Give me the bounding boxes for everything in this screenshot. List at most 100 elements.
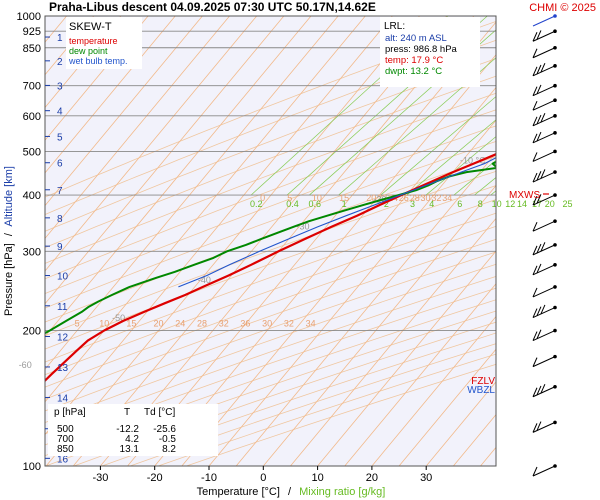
isotherm-row-label: 15 [126, 319, 136, 329]
pressure-tick-label: 700 [23, 81, 41, 93]
dewpoint-line [45, 160, 496, 335]
mixing-ratio-label: 0.2 [250, 199, 263, 209]
dry-adiabat [45, 58, 496, 232]
isotherm-row-label: 32 [284, 319, 294, 329]
wind-barb [532, 304, 557, 318]
legend-title: SKEW-T [69, 21, 112, 33]
isotherm [72, 16, 448, 466]
wind-barb-flag [536, 263, 542, 274]
dry-adiabat [45, 170, 496, 337]
isotherm-label: -30 [297, 222, 310, 232]
table-cell: -25.6 [153, 424, 176, 435]
wind-barb-flag [536, 385, 542, 396]
mixing-ratio-line [406, 119, 496, 196]
isotherm-label: -50 [112, 313, 125, 323]
wind-barb-dot [553, 29, 557, 34]
wind-barb-shaft [532, 286, 556, 298]
isotherm [45, 16, 149, 141]
isotherm [45, 16, 312, 338]
wbzl-marker: WBZL [467, 385, 495, 396]
wind-barb-shaft [532, 264, 556, 276]
isotherm [45, 16, 258, 272]
lrl-dwpt: dwpt: 13.2 °C [385, 66, 442, 77]
wind-barb [532, 169, 557, 183]
wind-barb [532, 285, 557, 298]
wind-barb [532, 113, 557, 127]
lrl-box [380, 17, 480, 87]
x-tick-label: -30 [92, 472, 108, 484]
wind-barb-flag [532, 48, 538, 58]
wind-barb-dot [553, 170, 557, 174]
x-axis-sep: / [288, 486, 292, 498]
wind-barb-shaft [532, 99, 556, 111]
wind-barb-dot [553, 64, 557, 68]
mixing-ratio-line [561, 16, 600, 195]
wind-barb-flag [536, 329, 542, 339]
mixing-ratio-line [490, 190, 496, 196]
wind-barb [532, 464, 557, 477]
isotherm [181, 86, 496, 466]
wind-barb-shaft [532, 115, 556, 127]
wind-barb-flag [532, 221, 538, 232]
wind-barb-dot [553, 328, 557, 333]
isotherm [45, 16, 285, 305]
wind-barb-shaft [532, 132, 556, 144]
wind-barb-shaft [532, 171, 556, 183]
wind-barb-dot [553, 285, 557, 289]
mixing-ratio-line [516, 16, 600, 195]
isotherm-row-label: 32 [219, 319, 229, 329]
wind-barb-flag [536, 114, 542, 125]
wetbulb-line [178, 157, 496, 288]
wind-barb-flag [532, 423, 538, 433]
isotherm [154, 54, 496, 466]
wind-barb-flag [532, 100, 538, 111]
wind-barb [532, 63, 557, 77]
dry-adiabat [45, 141, 496, 309]
isotherm-row-label: 10 [99, 319, 109, 329]
altitude-tick-label: 13 [57, 363, 69, 374]
x-tick-label: -10 [201, 472, 217, 484]
isotherm-row-label: 30 [420, 193, 430, 203]
x-axis-title: Temperature [°C] / Mixing ratio [g/kg] [197, 486, 386, 498]
isotherm [535, 16, 600, 466]
isotherm [480, 446, 496, 466]
isotherm [45, 16, 420, 466]
wind-barb-dot [553, 83, 557, 88]
table-cell: 500 [57, 424, 74, 435]
mixing-ratio-label: 17 [532, 199, 542, 209]
mixing-ratio-label: 14 [517, 199, 527, 209]
level-table-box [48, 404, 218, 456]
pressure-tick-label: 925 [23, 26, 41, 38]
table-cell: -12.2 [116, 424, 139, 435]
wind-barb-shaft [532, 330, 556, 341]
x-tick-label: 10 [311, 472, 323, 484]
dry-adiabat [45, 75, 496, 249]
wind-barb-flag [532, 245, 538, 256]
altitude-tick-label: 10 [57, 272, 69, 283]
table-cell: 4.2 [125, 434, 139, 445]
altitude-tick-label: 3 [57, 81, 63, 92]
wind-barb-dot [553, 98, 557, 102]
altitude-tick-label: 14 [57, 393, 69, 404]
wind-barb-dot [553, 354, 557, 359]
dry-adiabat [45, 251, 496, 412]
mixing-ratio-label: 4 [429, 199, 434, 209]
dry-adiabat [45, 156, 496, 323]
wind-barb-shaft [532, 65, 556, 77]
x-tick-label: -20 [147, 472, 163, 484]
isotherm-row-label: 5 [287, 193, 292, 203]
altitude-tick-label: 11 [57, 302, 68, 313]
mixing-ratio-line [380, 96, 496, 196]
isotherm [127, 21, 496, 466]
wind-barb-shaft [532, 85, 556, 97]
wind-barb [532, 219, 557, 232]
isotherm-row-label: 28 [197, 319, 207, 329]
isotherm [45, 16, 176, 174]
legend-dewpoint: dew point [69, 46, 108, 56]
wind-barb-flag [532, 116, 538, 127]
isotherm-row-label: 34 [442, 193, 452, 203]
wind-barb [532, 383, 557, 398]
isotherm-label: -60 [19, 360, 32, 370]
wind-barb-flag [532, 357, 538, 367]
isotherm-label: -40 [198, 275, 211, 285]
